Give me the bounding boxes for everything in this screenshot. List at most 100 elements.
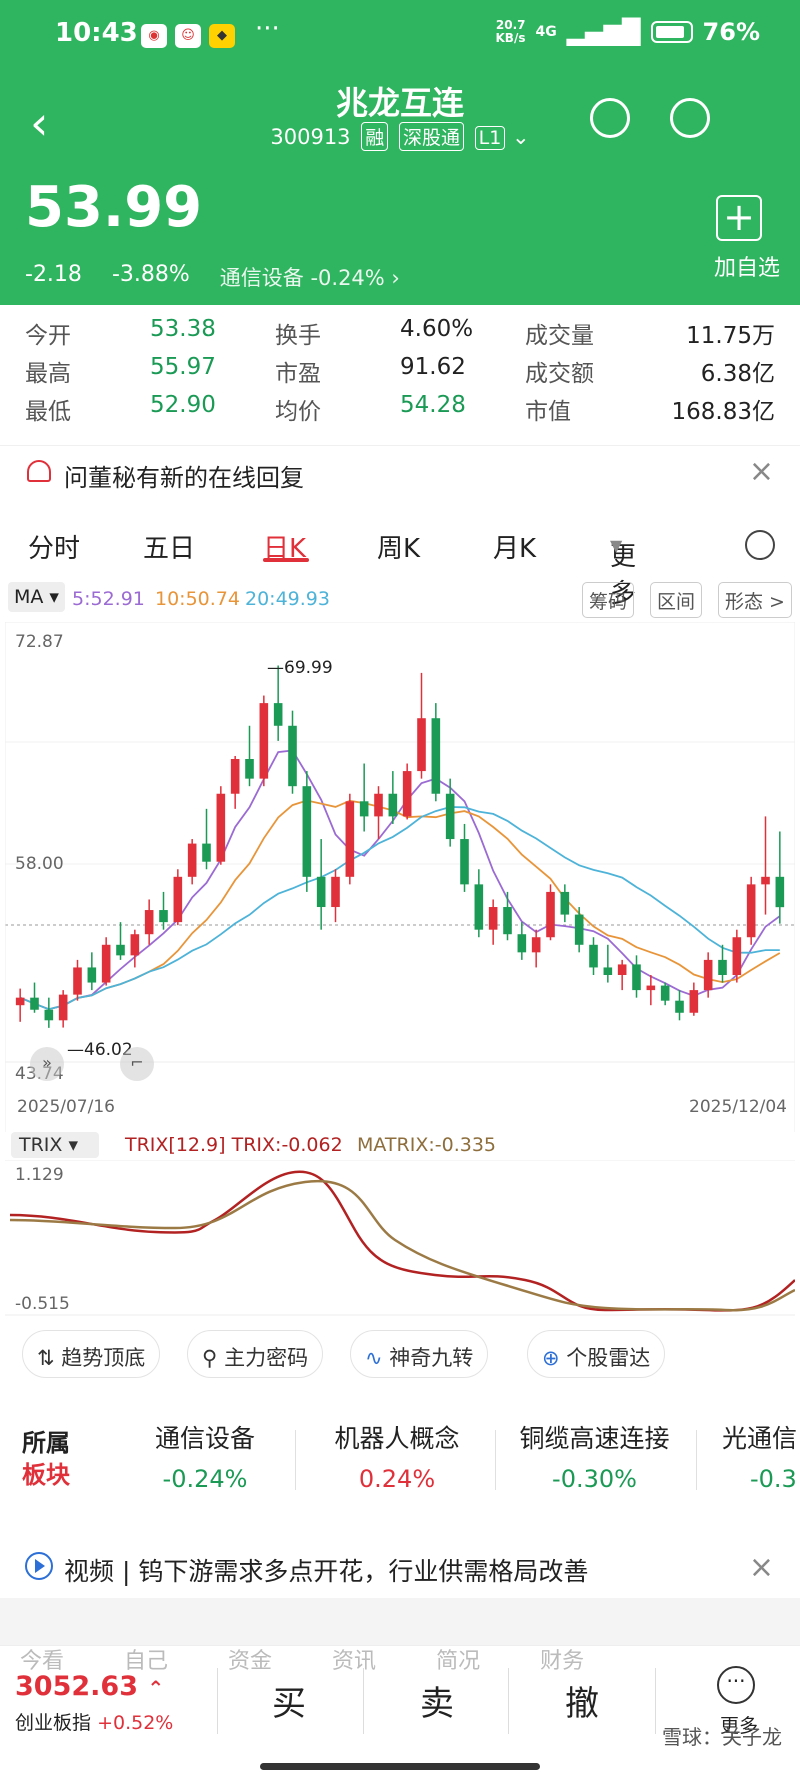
cancel-order-button[interactable]: 撤 [565, 1684, 599, 1724]
more-label[interactable]: 更多 [719, 1715, 758, 1737]
current-price: 53.99 [25, 175, 203, 240]
candle-body [746, 884, 756, 938]
candle-body [546, 891, 555, 938]
trend-icon: ⇅ [37, 1346, 55, 1370]
candle-body [402, 771, 412, 817]
faded-tabs: 今看 自己 资金 资讯 简况 财务 [20, 1649, 585, 1674]
secretary-reply-banner[interactable]: 问董秘有新的在线回复 × [0, 445, 800, 500]
candle-body [431, 718, 441, 794]
radar-icon: ⊕ [542, 1346, 560, 1370]
close-icon[interactable]: × [748, 1550, 774, 1585]
trix-svg [5, 1159, 796, 1316]
app-notification-icon: ☺ [175, 24, 201, 48]
low-price-label: —46.02 [67, 1040, 133, 1060]
stock-code-row: 300913 融 深股通 L1 ⌄ [0, 122, 800, 151]
price-change: -2.18 [25, 262, 82, 287]
candle-body [58, 994, 68, 1021]
industry-link[interactable]: 通信设备 -0.24% › [219, 266, 400, 290]
candle-body [646, 985, 656, 991]
trix-y-min: -0.515 [15, 1294, 70, 1314]
ma-selector[interactable]: MA ▾ [8, 582, 65, 612]
pattern-button[interactable]: 形态 > [718, 582, 792, 618]
candle-body [775, 876, 785, 908]
candle-body [517, 934, 527, 953]
meituan-icon: ◆ [209, 24, 235, 48]
fullscreen-icon[interactable]: ⌐ [120, 1047, 154, 1081]
candles [15, 665, 785, 1028]
expand-icon[interactable]: » [30, 1047, 64, 1081]
news-text: 视频 | 钨下游需求多点开花，行业供需格局改善 [64, 1557, 589, 1586]
tab-intraday[interactable]: 分时 [28, 534, 81, 564]
status-time: 10:43 [55, 18, 138, 48]
active-tab-underline [263, 558, 309, 562]
candle-body [73, 967, 82, 995]
index-value[interactable]: 3052.63 ⌃ [15, 1671, 165, 1702]
back-arrow-icon[interactable]: ‹ [30, 96, 49, 150]
candle-body [689, 990, 699, 1013]
candle-body [230, 758, 240, 794]
sector-panel: 所属 板块 通信设备 -0.24% 机器人概念 0.24% 铜缆高速连接 -0.… [0, 1405, 800, 1515]
main-force-code-button[interactable]: ⚲ 主力密码 [187, 1330, 324, 1378]
chevron-up-icon: ⌃ [147, 1676, 165, 1700]
stock-header: 10:43 ◉ ☺ ◆ ··· 20.7 KB/s 4G ▂▄▆█ 76% ‹ … [0, 0, 800, 305]
change-row: -2.18 -3.88% 通信设备 -0.24% › [25, 262, 400, 292]
trix-selector[interactable]: TRIX ▾ [11, 1132, 99, 1158]
ma20-value: 20:49.93 [245, 588, 330, 610]
wave-icon: ∿ [365, 1346, 383, 1370]
trend-top-bottom-button[interactable]: ⇅ 趋势顶底 [22, 1330, 161, 1378]
trix-line [9, 1170, 796, 1312]
more-icon[interactable]: ··· [717, 1666, 755, 1704]
candle-body [345, 801, 355, 877]
tab-five-day[interactable]: 五日 [143, 534, 196, 564]
tab-monthly-k[interactable]: 月K [493, 534, 537, 564]
stock-radar-button[interactable]: ⊕ 个股雷达 [527, 1330, 666, 1378]
sector-item[interactable]: 铜缆高速连接 -0.30% [519, 1424, 670, 1493]
sector-label: 所属 板块 [22, 1429, 70, 1489]
range-button[interactable]: 区间 [650, 582, 703, 618]
notification-icons: ◉ ☺ ◆ [141, 24, 235, 48]
ma5-value: 5:52.91 [72, 588, 145, 610]
candlestick-chart[interactable]: 72.87 58.00 43.74 —69.99 —46.02 2025/07/… [4, 621, 796, 1132]
candle-body [44, 1009, 54, 1021]
margin-tag: 融 [361, 122, 389, 151]
refresh-icon[interactable] [590, 98, 630, 138]
bell-icon [27, 460, 51, 482]
chevron-down-icon[interactable]: ⌄ [512, 125, 530, 149]
high-price-label: —69.99 [267, 658, 333, 678]
candle-body [589, 944, 598, 968]
settings-icon[interactable] [745, 530, 775, 560]
trix-indicator[interactable]: TRIX ▾ TRIX[12.9] TRIX:-0.062 MATRIX:-0.… [5, 1132, 796, 1325]
bottom-trade-bar: 今看 自己 资金 资讯 简况 财务 3052.63 ⌃ 创业板指 +0.52% … [0, 1645, 800, 1778]
close-icon[interactable]: × [748, 454, 774, 489]
sector-item[interactable]: 光通信 -0.3 [722, 1424, 798, 1493]
candle-body [116, 944, 125, 956]
tab-weekly-k[interactable]: 周K [377, 534, 421, 564]
search-icon[interactable] [670, 98, 710, 138]
candle-body [87, 967, 97, 983]
sector-item[interactable]: 机器人概念 0.24% [334, 1424, 460, 1493]
candle-body [660, 985, 670, 1001]
chips-button[interactable]: 筹码 [582, 582, 635, 618]
indicator-tools: ⇅ 趋势顶底 ⚲ 主力密码 ∿ 神奇九转 ⊕ 个股雷达 [0, 1330, 800, 1382]
connect-tag: 深股通 [398, 122, 464, 151]
candle-body [331, 876, 340, 908]
magic-nine-button[interactable]: ∿ 神奇九转 [350, 1330, 489, 1378]
candle-body [718, 959, 727, 975]
home-indicator [260, 1763, 540, 1770]
quote-row: 今开 53.38 换手 4.60% 成交量 11.75万 [25, 316, 775, 349]
ma5-line [19, 749, 781, 1011]
candle-body [761, 876, 770, 885]
watermark: 雪球：关子龙 [662, 1725, 782, 1749]
add-watchlist-icon[interactable]: + [716, 195, 762, 241]
candle-body [474, 884, 484, 930]
buy-button[interactable]: 买 [272, 1684, 306, 1724]
sell-button[interactable]: 卖 [420, 1684, 454, 1724]
sector-item[interactable]: 通信设备 -0.24% [154, 1424, 255, 1493]
candlestick-svg [4, 621, 796, 1132]
add-watchlist-label[interactable]: 加自选 [713, 256, 780, 281]
candle-body [574, 914, 584, 945]
video-news-banner[interactable]: 视频 | 钨下游需求多点开花，行业供需格局改善 × [0, 1540, 800, 1596]
status-bar: 10:43 ◉ ☺ ◆ ··· 20.7 KB/s 4G ▂▄▆█ 76% [55, 14, 760, 54]
index-info: 创业板指 +0.52% [15, 1712, 174, 1734]
level-tag[interactable]: L1 [474, 126, 506, 150]
